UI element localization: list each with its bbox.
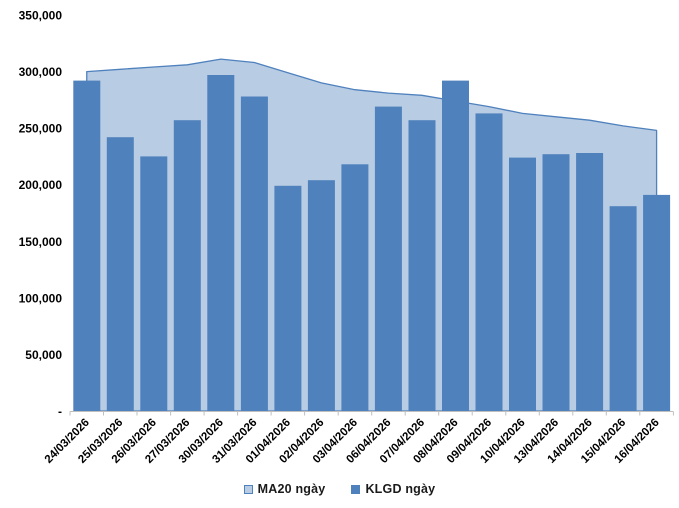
- klgd-bar: [307, 180, 335, 411]
- klgd-bar: [509, 157, 536, 411]
- klgd-bar: [475, 113, 503, 412]
- klgd-bar: [408, 120, 436, 411]
- klgd-bar: [374, 106, 402, 411]
- klgd-bar: [240, 96, 268, 411]
- ma20-area: [86, 58, 658, 412]
- klgd-bar: [341, 164, 369, 411]
- y-axis-tick-label: -: [58, 405, 62, 419]
- y-axis-tick-label: 350,000: [19, 9, 63, 23]
- ma20-series-swatch-icon: [243, 484, 253, 494]
- y-axis-tick-label: 50,000: [25, 348, 62, 362]
- y-axis-tick-label: 150,000: [19, 235, 63, 249]
- klgd-bar: [207, 75, 235, 411]
- klgd-bar: [274, 185, 302, 411]
- klgd-bar: [643, 194, 671, 411]
- klgd-bar: [442, 80, 469, 411]
- legend-label-klgd: KLGD ngày: [365, 482, 436, 496]
- klgd-bar: [140, 156, 168, 411]
- y-axis-tick-label: 200,000: [19, 178, 63, 192]
- legend-item-ma20: MA20 ngày: [243, 482, 326, 496]
- y-axis-tick-label: 300,000: [19, 65, 63, 79]
- y-axis-tick-label: 100,000: [19, 291, 63, 305]
- klgd-bar: [576, 153, 604, 411]
- y-axis-tick-label: 250,000: [19, 122, 63, 136]
- klgd-bar: [73, 80, 101, 411]
- chart-legend: MA20 ngày KLGD ngày: [0, 474, 679, 504]
- volume-chart-plot: - 50,000 100,000 150,000 200,000 250,000 300,0…: [19, 9, 674, 466]
- klgd-bar: [106, 137, 134, 411]
- legend-label-ma20: MA20 ngày: [257, 482, 326, 496]
- klgd-bar: [542, 154, 570, 411]
- legend-item-klgd: KLGD ngày: [351, 482, 435, 496]
- klgd-bar: [173, 120, 201, 411]
- klgd-bar: [609, 206, 637, 411]
- klgd-series-swatch-icon: [351, 484, 361, 494]
